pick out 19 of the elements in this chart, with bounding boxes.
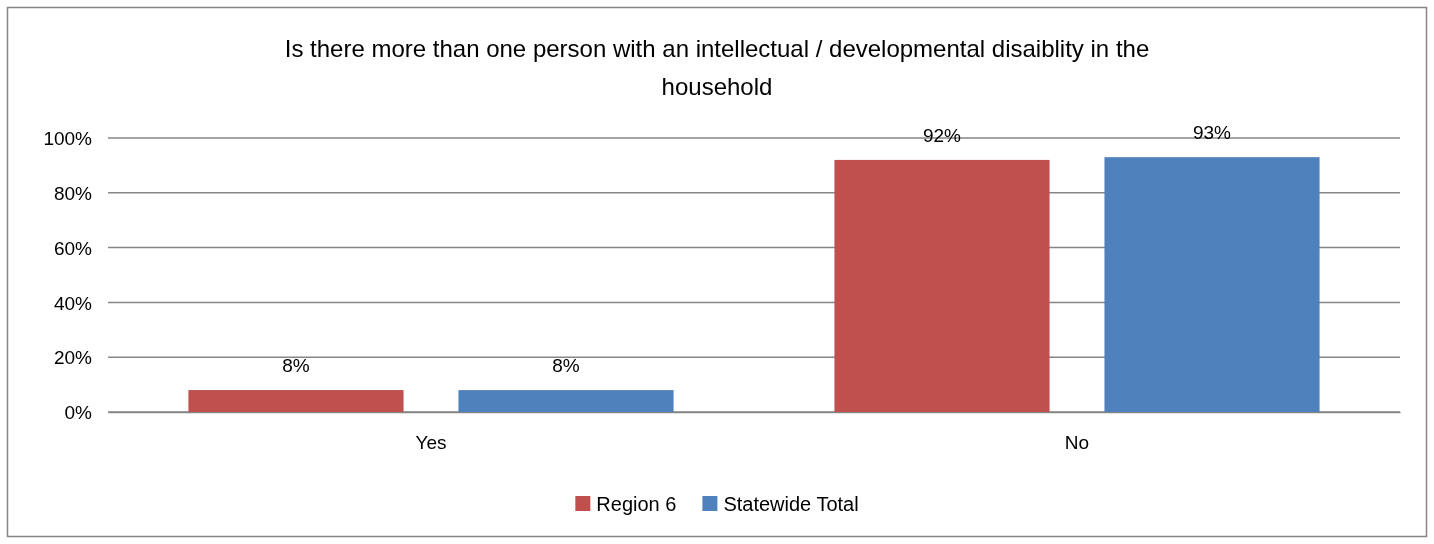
x-tick-label: Yes	[415, 432, 447, 454]
bar	[1104, 157, 1320, 412]
y-tick-label: 40%	[53, 292, 93, 314]
data-label: 93%	[1193, 122, 1232, 144]
x-tick-label: No	[1064, 432, 1090, 454]
bar	[834, 159, 1050, 412]
legend-label: Region 6	[596, 493, 677, 515]
y-tick-label: 100%	[43, 128, 93, 150]
bar	[458, 390, 674, 412]
bar	[188, 390, 404, 412]
y-tick-label: 0%	[64, 402, 93, 424]
data-label: 8%	[552, 355, 580, 377]
y-tick-label: 20%	[53, 347, 93, 369]
data-label: 8%	[282, 355, 310, 377]
y-tick-label: 60%	[53, 237, 93, 259]
data-label: 92%	[922, 124, 962, 146]
legend-label: Statewide Total	[723, 493, 859, 515]
chart-title: Is there more than one person with an intellectual / developmental disaiblity in the household	[284, 35, 1150, 100]
y-tick-label: 80%	[53, 182, 93, 204]
